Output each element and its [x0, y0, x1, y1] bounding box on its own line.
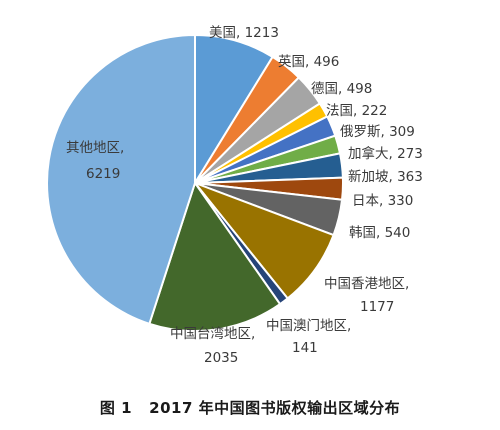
pie-slice-13 [46, 33, 196, 326]
slice-label-12: 中国台湾地区, 2035 [170, 325, 255, 366]
pie-slice-12 [148, 180, 282, 332]
slice-label-4: 法国, 222 [326, 103, 387, 119]
pie-slices [46, 33, 344, 332]
slice-label-10: 中国香港地区, 1177 [324, 276, 409, 315]
pie-chart: 美国, 1213 英国, 496 德国, 498 法国, 222 俄罗斯, 309 加拿大… [46, 25, 423, 366]
pie-slice-1 [194, 33, 274, 187]
figure-caption: 图 1 2017 年中国图书版权输出区域分布 [99, 399, 401, 417]
slice-label-5: 俄罗斯, 309 [340, 124, 415, 140]
slice-label-8: 日本, 330 [352, 193, 413, 209]
slice-label-3: 德国, 498 [311, 81, 372, 97]
slice-label-13: 其他地区, 6219 [66, 140, 124, 182]
slice-label-11: 中国澳门地区, 141 [266, 318, 351, 356]
slice-label-9: 韩国, 540 [349, 225, 410, 241]
slice-label-7: 新加坡, 363 [348, 169, 423, 185]
slice-label-2: 英国, 496 [278, 53, 339, 70]
slice-label-6: 加拿大, 273 [348, 145, 423, 162]
pie-labels: 美国, 1213 英国, 496 德国, 498 法国, 222 俄罗斯, 309 加拿大… [66, 25, 423, 366]
slice-label-1: 美国, 1213 [209, 25, 279, 41]
